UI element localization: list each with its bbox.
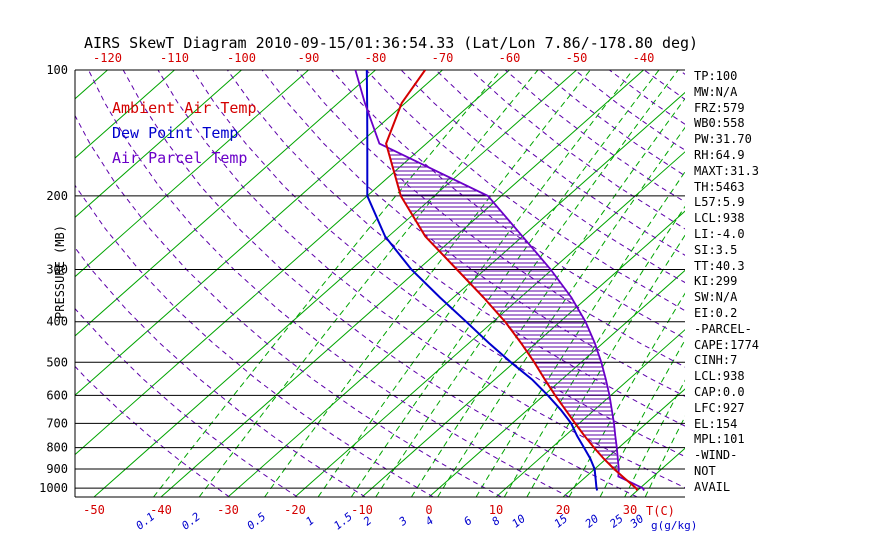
stat-line: MPL:101 [694,432,745,447]
stat-line: TP:100 [694,69,738,83]
pressure-tick-label: 200 [46,189,68,203]
mixing-ratio-tick-label: 0.2 [179,510,203,533]
dew-point-curve [365,70,599,491]
pressure-tick-label: 300 [46,263,68,277]
stat-line: LCL:938 [694,211,745,226]
stat-line: TH:5463 [694,179,745,194]
stat-line: KI:299 [694,274,738,289]
chart-title: AIRS SkewT Diagram 2010-09-15/01:36:54.3… [84,34,699,52]
top-temp-tick-label: -120 [93,51,122,65]
bottom-temp-tick-label: -10 [351,503,373,517]
pressure-tick-label: 800 [46,441,68,455]
pressure-tick-label: 600 [46,388,68,402]
stat-line: NOT [694,463,716,478]
pressure-tick-label: 700 [46,416,68,430]
top-temp-tick-label: -80 [365,51,387,65]
bottom-temp-tick-label: 10 [489,503,503,517]
top-temp-tick-label: -40 [633,51,655,65]
stat-line: PW:31.70 [694,132,752,147]
pressure-tick-label: 400 [46,315,68,329]
mixing-ratio-tick-label: 15 [552,512,570,530]
stat-line: -PARCEL- [694,321,752,336]
pressure-tick-label: 100 [46,63,68,77]
pressure-tick-label: 1000 [39,481,68,495]
top-temp-labels: -120 -110 -100 -90 -80 -70 -60 -50 -40 [93,51,654,65]
stat-line: FRZ:579 [694,100,745,115]
stat-line: WB0:558 [694,116,745,131]
bottom-temp-tick-label: -30 [217,503,239,517]
stat-line: LFC:927 [694,400,745,415]
top-temp-tick-label: -100 [227,51,256,65]
stat-line: CAPE:1774 [694,337,760,352]
cape-hatch-area [388,150,619,472]
pressure-tick-label: 500 [46,355,68,369]
bottom-temp-tick-label: -50 [83,503,105,517]
top-temp-tick-label: -110 [160,51,189,65]
chart-legend: Ambient Air Temp Dew Point Temp Air Parc… [112,96,257,171]
legend-item-dew-point-temp: Dew Point Temp [112,124,239,142]
profile-curves [354,70,645,492]
stat-line: CAP:0.0 [694,384,745,399]
legend-item-air-parcel-temp: Air Parcel Temp [112,149,248,167]
parcel-temp-curve [354,70,645,491]
mixing-ratio-unit-label: g(g/kg) [651,519,698,532]
pressure-tick-labels: 100 200 300 400 500 600 700 800 900 1000 [39,63,68,495]
bottom-temp-tick-label: 0 [425,503,432,517]
stat-line: MAXT:31.3 [694,163,760,178]
stat-line: MW:N/A [694,84,738,99]
mixing-ratio-tick-label: 4 [423,514,436,528]
mixing-ratio-tick-label: 1 [303,514,316,528]
top-temp-tick-label: -60 [499,51,521,65]
stat-line: RH:64.9 [694,147,745,162]
pressure-axis-label: PRESSURE (MB) [53,225,67,319]
stat-line: CINH:7 [694,353,738,368]
mixing-ratio-tick-label: 6 [461,514,475,529]
dry-adiabat-lines [75,70,685,497]
bottom-temp-tick-label: -40 [150,503,172,517]
mixing-ratio-lines [153,70,685,497]
stat-line: SI:3.5 [694,242,738,257]
stats-panel: TP:100 MW:N/A FRZ:579 WB0:558 PW:31.70 RH:64.… [694,69,759,496]
stat-line: SW:N/A [694,290,738,305]
stat-line: TT:40.3 [694,258,745,273]
mixing-ratio-tick-label: 20 [583,512,602,531]
stat-line: EI:0.2 [694,305,738,320]
pressure-tick-label: 900 [46,462,68,476]
stat-line: -WIND- [694,448,738,463]
top-temp-tick-label: -50 [566,51,588,65]
top-temp-tick-label: -70 [432,51,454,65]
bottom-temp-tick-label: 30 [623,503,637,517]
ambient-temp-curve [385,70,639,492]
mixing-ratio-tick-label: 3 [396,514,410,529]
stat-line: LI:-4.0 [694,226,745,241]
bottom-temp-tick-label: -20 [284,503,306,517]
stat-line: LCL:938 [694,369,745,384]
bottom-temp-labels: -50 -40 -30 -20 -10 0 10 20 30 [83,503,637,517]
top-temp-tick-label: -90 [298,51,320,65]
temp-unit-label: T(C) [646,504,675,518]
legend-item-ambient-air-temp: Ambient Air Temp [112,99,257,117]
mixing-ratio-tick-label: 25 [607,512,625,530]
mixing-ratio-tick-label: 0.5 [245,510,269,532]
stat-line: AVAIL [694,479,731,494]
stat-line: L57:5.9 [694,195,745,210]
stat-line: EL:154 [694,416,738,431]
bottom-temp-tick-label: 20 [556,503,570,517]
mixing-ratio-tick-label: 10 [510,512,529,531]
